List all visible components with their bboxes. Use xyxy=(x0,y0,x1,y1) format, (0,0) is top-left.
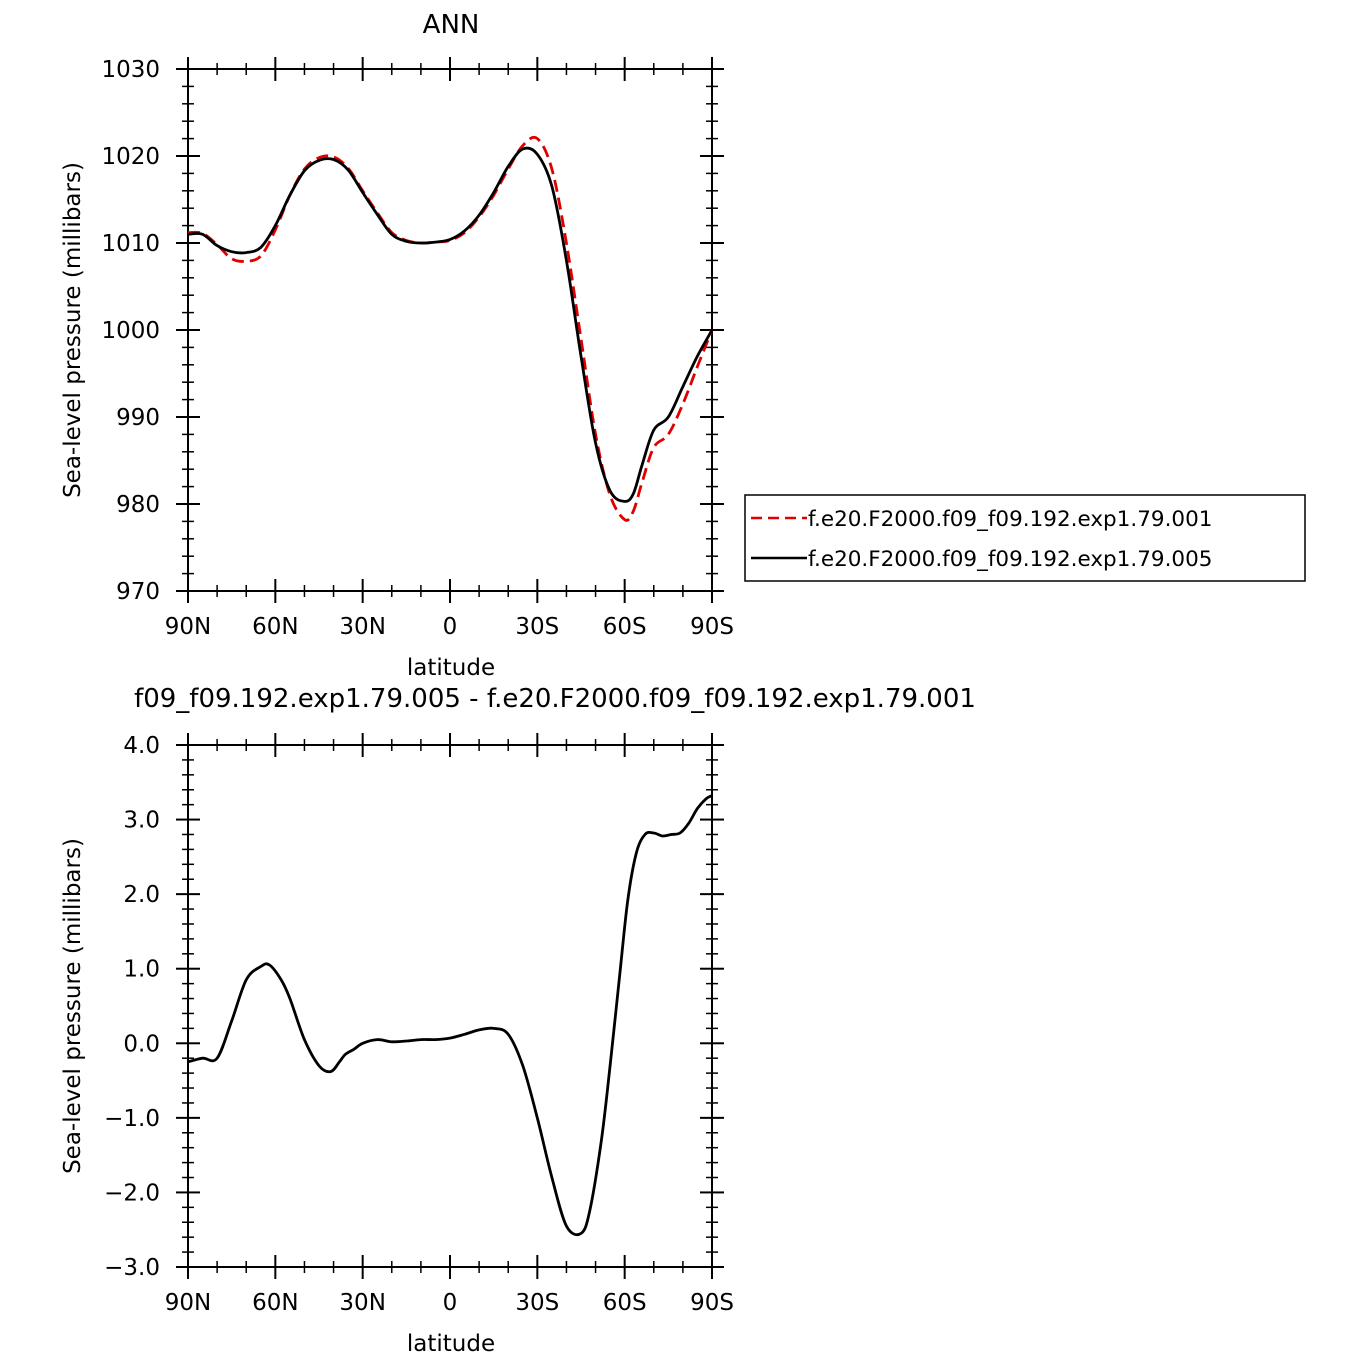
x-tick-label: 0 xyxy=(443,614,458,640)
y-tick-label: −1.0 xyxy=(104,1106,160,1132)
y-axis-label: Sea-level pressure (millibars) xyxy=(60,162,86,498)
x-tick-label: 90S xyxy=(690,1290,734,1316)
axis-ticks: 90N 60N 30N 0 30S 60S 90S 970 980 990 1000 1010 1020… xyxy=(101,57,734,640)
y-tick-label: −2.0 xyxy=(104,1180,160,1206)
x-tick-label: 30N xyxy=(339,614,385,640)
x-axis-label: latitude xyxy=(407,655,495,681)
series-layer xyxy=(187,135,714,522)
x-tick-label: 90N xyxy=(165,1290,211,1316)
x-tick-label: 30N xyxy=(339,1290,385,1316)
panel-title: ANN xyxy=(423,10,480,40)
panel-annual-slp: ANN Sea-level pressure (millibars) latit… xyxy=(60,10,1306,681)
series-line-2 xyxy=(187,146,714,503)
x-tick-label: 60N xyxy=(252,614,298,640)
x-tick-label: 90N xyxy=(165,614,211,640)
y-tick-label: 1030 xyxy=(101,57,160,83)
y-tick-label: 970 xyxy=(116,579,160,605)
x-tick-label: 30S xyxy=(515,614,559,640)
y-tick-label: 980 xyxy=(116,492,160,518)
legend-box xyxy=(744,494,1306,582)
panel-title: f09_f09.192.exp1.79.005 - f.e20.F2000.f0… xyxy=(134,684,976,714)
y-tick-label: 3.0 xyxy=(123,808,160,834)
y-tick-label: 0.0 xyxy=(123,1031,160,1057)
y-tick-label: 4.0 xyxy=(123,733,160,759)
plot-frame xyxy=(187,744,713,1268)
x-tick-label: 60N xyxy=(252,1290,298,1316)
legend: f.e20.F2000.f09_f09.192.exp1.79.001 f.e2… xyxy=(744,494,1306,582)
y-tick-label: 1000 xyxy=(101,318,160,344)
x-axis-label: latitude xyxy=(407,1331,495,1357)
series-line-1 xyxy=(187,135,714,522)
y-axis-label: Sea-level pressure (millibars) xyxy=(60,838,86,1174)
legend-label-series-1: f.e20.F2000.f09_f09.192.exp1.79.001 xyxy=(808,507,1212,532)
x-tick-label: 90S xyxy=(690,614,734,640)
y-tick-label: 2.0 xyxy=(123,882,160,908)
panel-difference-slp: f09_f09.192.exp1.79.005 - f.e20.F2000.f0… xyxy=(60,684,976,1357)
y-tick-label: 990 xyxy=(116,405,160,431)
y-tick-label: −3.0 xyxy=(104,1255,160,1281)
x-tick-label: 60S xyxy=(603,1290,647,1316)
x-tick-label: 0 xyxy=(443,1290,458,1316)
legend-label-series-2: f.e20.F2000.f09_f09.192.exp1.79.005 xyxy=(808,547,1212,572)
y-tick-label: 1.0 xyxy=(123,957,160,983)
series-line-1 xyxy=(187,794,713,1237)
axis-ticks: 90N 60N 30N 0 30S 60S 90S −3.0 −2.0 −1.0 0.0 1.0 2.0… xyxy=(104,733,734,1316)
y-tick-label: 1020 xyxy=(101,144,160,170)
x-tick-label: 30S xyxy=(515,1290,559,1316)
series-layer xyxy=(187,794,713,1237)
x-tick-label: 60S xyxy=(603,614,647,640)
y-tick-label: 1010 xyxy=(101,231,160,257)
